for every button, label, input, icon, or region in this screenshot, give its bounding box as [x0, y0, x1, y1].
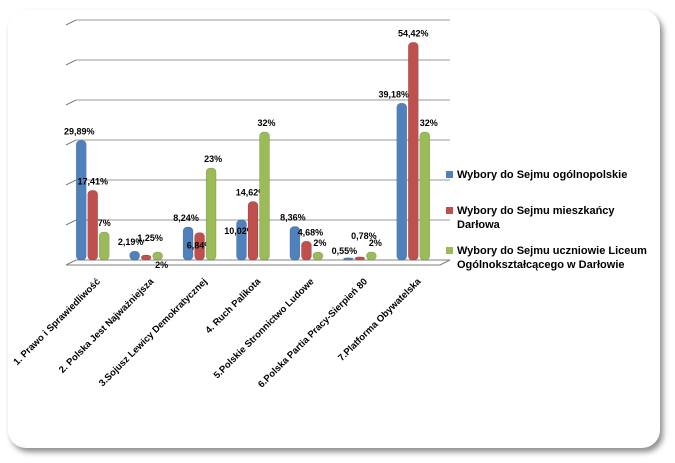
bar[interactable]: [396, 103, 408, 261]
gridline-left: [65, 219, 77, 226]
data-label: 6,84%: [187, 241, 213, 251]
category-label: 5.Polskie Stronnictwo Ludowe: [212, 276, 317, 381]
data-label: 32%: [257, 118, 275, 128]
data-label: 4,68%: [298, 227, 324, 237]
bar[interactable]: [419, 131, 431, 261]
data-label: 2%: [155, 260, 168, 270]
bar[interactable]: [87, 190, 98, 261]
category-label: 3.Sojusz Lewicy Demokratycznej: [97, 276, 210, 389]
gridline-left: [65, 59, 77, 66]
legend-entry: Wybory do Sejmu mieszkańcy: [457, 205, 615, 217]
bar[interactable]: [75, 140, 87, 261]
data-label: 2%: [369, 238, 382, 248]
bar[interactable]: [98, 231, 110, 261]
legend-entry: Ogólnokształcącego w Darłowie: [457, 259, 625, 271]
data-label: 17,41%: [77, 176, 108, 186]
bar[interactable]: [129, 250, 140, 261]
legend-swatch: [446, 247, 453, 254]
category-label: 4. Ruch Palikota: [203, 276, 263, 336]
category-label: 1. Prawo i Sprawiedliwość: [11, 276, 102, 367]
bar[interactable]: [354, 256, 366, 261]
legend-entry: Wybory do Sejmu ogólnopolskie: [457, 169, 627, 181]
gridline-left: [65, 19, 77, 26]
bar[interactable]: [182, 226, 194, 261]
bar[interactable]: [140, 254, 152, 261]
data-label: 14,62%: [236, 188, 267, 198]
data-label: 2,19%: [118, 237, 144, 247]
data-label: 0,78%: [351, 231, 377, 241]
bar[interactable]: [312, 251, 324, 261]
bar[interactable]: [236, 219, 247, 261]
gridline-left: [65, 179, 77, 186]
data-label: 39,18%: [379, 89, 410, 99]
data-label: 7%: [98, 218, 111, 228]
bar[interactable]: [343, 257, 354, 261]
bar[interactable]: [301, 241, 312, 261]
bar[interactable]: [366, 251, 377, 261]
data-label: 32%: [420, 118, 438, 128]
gridline-left: [65, 99, 77, 106]
data-label: 29,89%: [64, 126, 95, 136]
bar[interactable]: [152, 251, 163, 261]
gridline-left: [65, 259, 77, 266]
chart-frame: [8, 10, 660, 448]
floor-edge: [439, 259, 451, 266]
category-label: 2. Polska Jest Najważniejsza: [57, 276, 157, 376]
bar[interactable]: [259, 131, 270, 261]
gridline-left: [65, 139, 77, 146]
data-label: 10,02%: [224, 226, 255, 236]
data-label: 23%: [204, 154, 222, 164]
legend-swatch: [446, 171, 453, 178]
data-label: 54,42%: [398, 28, 429, 38]
bar[interactable]: [194, 232, 205, 261]
legend-entry: Wybory do Sejmu uczniowie Liceum: [457, 245, 647, 257]
bar[interactable]: [408, 42, 419, 261]
bar[interactable]: [247, 201, 259, 261]
bar[interactable]: [205, 167, 217, 261]
category-label: 6.Polska Partia Pracy-Sierpień 80: [256, 276, 370, 390]
data-label: 8,24%: [173, 213, 199, 223]
data-label: 8,36%: [280, 213, 306, 223]
bar[interactable]: [289, 226, 301, 261]
legend-entry: Darłowa: [457, 219, 501, 231]
data-label: 1,25%: [137, 233, 163, 243]
data-label: 0,55%: [332, 246, 358, 256]
legend-swatch: [446, 207, 453, 214]
data-label: 2%: [313, 238, 326, 248]
